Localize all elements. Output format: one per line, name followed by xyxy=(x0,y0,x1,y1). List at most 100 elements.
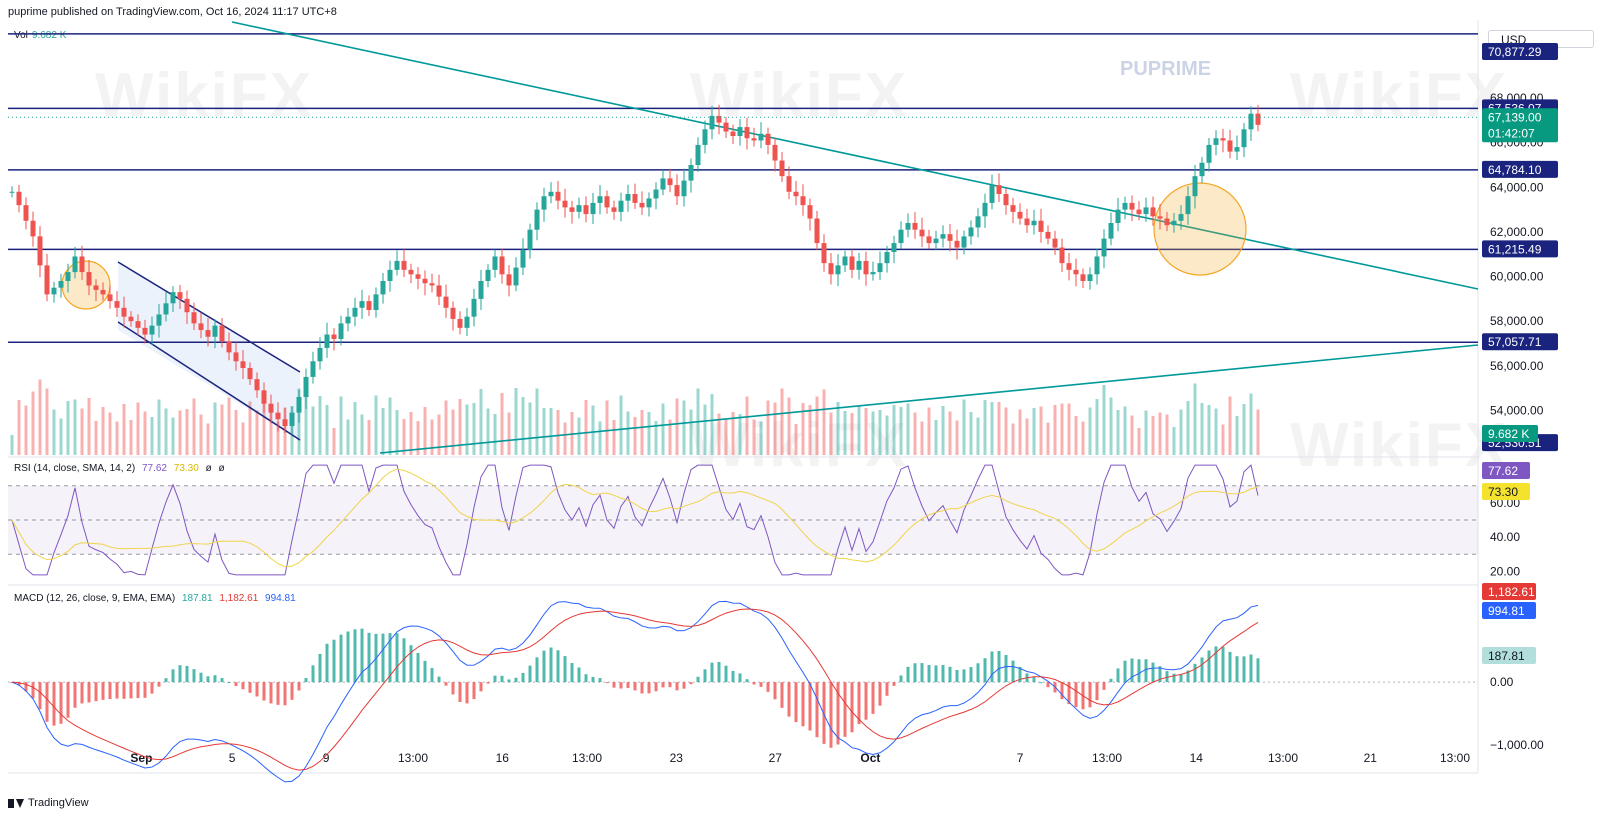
macd-histogram-bar xyxy=(143,682,147,698)
macd-signal-line xyxy=(11,608,1259,771)
candle-body xyxy=(1108,223,1114,239)
volume-bar xyxy=(241,422,245,455)
candle-body xyxy=(1094,256,1100,275)
candle-body xyxy=(464,316,470,328)
volume-bar xyxy=(640,410,644,455)
macd-histogram-bar xyxy=(1116,668,1120,683)
volume-bar xyxy=(1095,399,1099,455)
volume-bar xyxy=(514,388,518,455)
macd-histogram-bar xyxy=(1228,651,1232,683)
candle-body xyxy=(191,312,197,324)
candle-body xyxy=(205,330,211,337)
candle-body xyxy=(940,234,946,239)
down-channel-top xyxy=(117,261,301,373)
volume-bar xyxy=(150,417,154,455)
macd-histogram-bar xyxy=(1186,670,1190,683)
macd-histogram-bar xyxy=(577,667,581,683)
candle-body xyxy=(121,307,127,317)
candle-body xyxy=(814,218,820,244)
volume-bar xyxy=(94,421,98,455)
candle-body xyxy=(142,327,148,335)
volume-bar xyxy=(500,393,504,455)
macd-tick-label: 0.00 xyxy=(1490,675,1514,689)
candle-body xyxy=(156,314,162,326)
candle-body xyxy=(16,191,22,206)
volume-bar xyxy=(577,417,581,455)
volume-bar xyxy=(1123,406,1127,455)
macd-histogram-bar xyxy=(675,682,679,691)
volume-bar xyxy=(808,405,812,455)
candle-body xyxy=(590,202,596,215)
macd-histogram-bar xyxy=(710,662,714,683)
macd-histogram-bar xyxy=(1137,659,1141,683)
macd-histogram-bar xyxy=(563,656,567,683)
volume-bar xyxy=(1053,405,1057,455)
volume-bar xyxy=(108,412,112,455)
candle-body xyxy=(1052,238,1058,248)
candle-body xyxy=(870,272,876,275)
volume-bar xyxy=(829,412,833,455)
macd-histogram-bar xyxy=(262,682,266,701)
macd-histogram-bar xyxy=(108,682,112,700)
key-level-badge-bg xyxy=(1482,333,1558,351)
tradingview-logo-icon xyxy=(8,798,24,808)
candle-body xyxy=(898,229,904,244)
volume-bar xyxy=(934,420,938,455)
volume-bar xyxy=(24,405,28,455)
volume-bar xyxy=(1081,421,1085,455)
macd-line-badge: 994.81 xyxy=(1488,604,1525,618)
candle-body xyxy=(800,196,806,206)
macd-histogram-bar xyxy=(52,682,56,726)
candle-body xyxy=(345,316,351,324)
volume-bar xyxy=(73,399,77,455)
candle-body xyxy=(149,325,155,335)
publisher-caption: puprime published on TradingView.com, Oc… xyxy=(8,6,337,18)
key-level-badge-bg xyxy=(1482,160,1558,178)
volume-bar xyxy=(136,402,140,455)
volume-bar xyxy=(1137,428,1141,455)
candle-body xyxy=(1192,176,1198,197)
macd-histogram-bar xyxy=(304,678,308,683)
volume-bar xyxy=(1214,408,1218,455)
volume-bar xyxy=(542,408,546,455)
volume-bar xyxy=(255,410,259,455)
macd-histogram-bar xyxy=(1032,676,1036,683)
volume-bar xyxy=(311,406,315,455)
candle-body xyxy=(240,361,246,368)
volume-badge: 9.682 K xyxy=(1488,427,1529,441)
volume-bar xyxy=(367,420,371,455)
volume-bar xyxy=(1144,410,1148,455)
candle-body xyxy=(926,236,932,244)
macd-histogram-bar xyxy=(1109,678,1113,683)
volume-bar xyxy=(738,414,742,455)
volume-bar xyxy=(1186,401,1190,455)
volume-bar xyxy=(913,412,917,455)
candle-body xyxy=(597,196,603,203)
candle-body xyxy=(1164,218,1170,226)
candle-body xyxy=(639,202,645,208)
macd-histogram-bar xyxy=(836,682,840,745)
time-tick-label: 27 xyxy=(769,751,783,765)
volume-bar xyxy=(1025,418,1029,455)
candle-body xyxy=(37,236,43,266)
macd-histogram-bar xyxy=(94,682,98,702)
price-tick-label: 54,000.00 xyxy=(1490,403,1544,417)
macd-histogram-bar xyxy=(388,633,392,683)
volume-bar xyxy=(1039,406,1043,455)
candle-body xyxy=(30,220,36,237)
macd-histogram-bar xyxy=(934,665,938,683)
volume-bar xyxy=(31,391,35,455)
volume-bar xyxy=(374,395,378,455)
tradingview-logo-text: TradingView xyxy=(28,797,89,809)
candle-body xyxy=(1150,207,1156,217)
macd-histogram-bar xyxy=(479,682,483,692)
candle-body xyxy=(219,325,225,342)
time-tick-label: 21 xyxy=(1364,751,1378,765)
macd-line xyxy=(11,600,1259,783)
candle-body xyxy=(1059,247,1065,264)
macd-histogram-bar xyxy=(1102,682,1106,690)
macd-histogram-bar xyxy=(969,667,973,683)
macd-histogram-bar xyxy=(878,682,882,706)
candle-body xyxy=(709,115,715,130)
